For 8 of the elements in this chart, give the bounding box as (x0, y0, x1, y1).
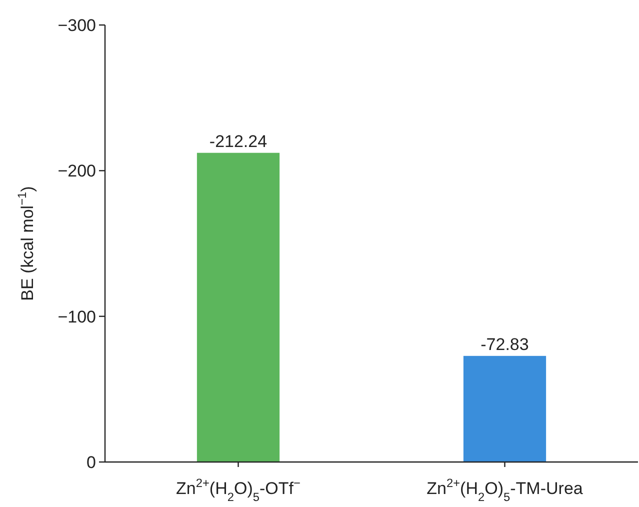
data-label: -212.24 (209, 132, 268, 151)
y-tick-label: 0 (86, 452, 96, 472)
y-tick-label: −100 (58, 307, 96, 326)
x-tick-label: Zn$^{2+}$(H$_{2}$O)$_{5}$-OTf$^{−}$ (176, 476, 301, 504)
x-tick-label: Zn$^{2+}$(H$_{2}$O)$_{5}$-TM-Urea (426, 476, 584, 504)
y-tick-label: −200 (58, 162, 96, 181)
y-tick-label: −300 (58, 16, 96, 35)
data-label: -72.83 (480, 334, 529, 354)
